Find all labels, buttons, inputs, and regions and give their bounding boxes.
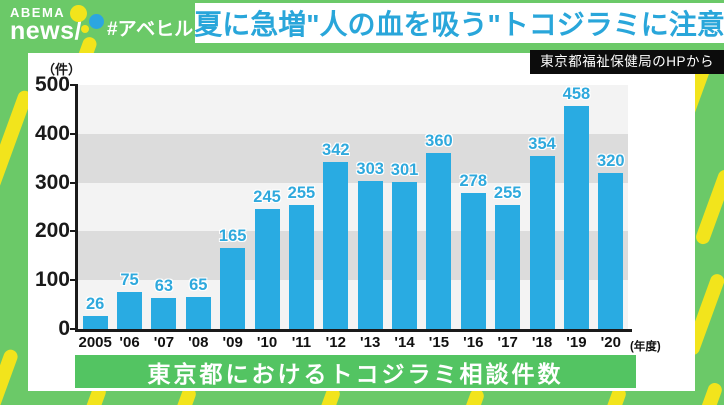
y-axis-labels: 0 100 200 300 400 500: [28, 74, 76, 340]
bar-value-label: 75: [120, 271, 139, 290]
x-tick-label: '16: [463, 334, 484, 351]
bar-value-label: 320: [597, 151, 625, 170]
headline-banner: 夏に急増"人の血を吸う"トコジラミに注意: [194, 3, 724, 43]
program-hashtag: #アベヒル: [107, 19, 194, 40]
y-tick-mark: [70, 279, 76, 282]
x-axis-line: [75, 329, 632, 332]
x-tick-label: '09: [222, 334, 243, 351]
headline-text: 夏に急増"人の血を吸う"トコジラミに注意: [194, 9, 724, 40]
x-tick-label: '07: [153, 334, 175, 351]
bar-value-label: 458: [562, 84, 591, 103]
y-tick-mark: [70, 132, 76, 135]
bar-'17: [495, 204, 521, 329]
logo-dot-blue-icon: [89, 14, 104, 29]
y-tick-label: 0: [58, 317, 70, 340]
y-tick-label: 100: [34, 268, 70, 292]
bar-value-label: 303: [356, 160, 384, 179]
bar-value-label: 26: [86, 295, 105, 314]
bar-'09: [220, 248, 246, 329]
logo-text-news: news/: [10, 17, 82, 45]
x-tick-label: '14: [394, 334, 415, 351]
logo-text-abema: ABEMA: [10, 5, 66, 20]
bar-value-label: 63: [154, 277, 174, 296]
bar-value-label: 354: [528, 135, 556, 154]
x-tick-label: '12: [325, 334, 346, 351]
plot-band: [78, 85, 628, 134]
x-tick-label: '08: [188, 334, 209, 351]
bar-'12: [323, 162, 349, 329]
bar-value-label: 278: [459, 172, 488, 191]
bar-'07: [151, 298, 177, 329]
bg-stripe: [694, 381, 724, 405]
x-tick-label: 2005: [78, 334, 112, 351]
bar-'08: [185, 297, 211, 329]
bar-value-label: 301: [390, 161, 419, 180]
x-tick-label: '15: [428, 334, 450, 351]
bar-'13: [357, 181, 383, 329]
bar-value-label: 360: [425, 132, 453, 151]
bar-'19: [563, 105, 589, 329]
y-tick-label: 200: [34, 219, 70, 243]
bar-'15: [426, 153, 452, 329]
y-axis-unit-label: （件）: [42, 62, 82, 77]
logo-dot-small-icon: [81, 25, 89, 33]
x-axis-labels: (年度) 2005 '06 '07 '08 '09 '10 '11 '12 '13 '14 '15 '…: [78, 334, 688, 354]
chart-title-band: 東京都におけるトコジラミ相談件数: [75, 355, 636, 388]
y-tick-mark: [70, 328, 76, 330]
x-tick-label: '11: [291, 334, 312, 351]
plot-area: 26 75 63 65 165 245 255 342 303 301 360 278 255 354 45…: [78, 85, 628, 329]
bar-'11: [288, 204, 314, 329]
x-tick-label: '06: [119, 334, 140, 351]
y-axis-line: [75, 84, 78, 332]
bar-'20: [598, 172, 624, 329]
bg-stripe: [694, 167, 724, 247]
x-tick-label: '19: [566, 334, 587, 351]
x-tick-label: '10: [256, 334, 278, 351]
y-tick-label: 300: [34, 170, 70, 194]
x-axis-suffix-label: (年度): [630, 341, 661, 353]
x-tick-label: '13: [360, 334, 381, 351]
x-tick-label: '17: [497, 334, 518, 351]
bar-'10: [254, 209, 280, 329]
bar-value-label: 255: [287, 183, 316, 202]
logo-dot-yellow-icon: [70, 5, 87, 22]
bar-value-label: 245: [253, 188, 281, 207]
bar-value-label: 255: [493, 183, 522, 202]
bg-stripe: [0, 347, 20, 405]
y-tick-mark: [70, 230, 76, 233]
bar-2005: [82, 316, 108, 329]
bar-value-label: 65: [189, 276, 208, 295]
abema-news-logo: ABEMA news/: [10, 5, 104, 46]
x-tick-label: '20: [600, 334, 621, 351]
bar-'16: [460, 193, 486, 329]
bar-value-label: 165: [218, 227, 247, 246]
y-tick-label: 400: [34, 121, 70, 145]
chart-title-text: 東京都におけるトコジラミ相談件数: [147, 360, 564, 387]
y-tick-mark: [70, 181, 76, 184]
source-attribution: 東京都福祉保健局のHPから: [530, 50, 724, 74]
x-tick-label: '18: [531, 334, 553, 351]
bar-'14: [392, 182, 418, 329]
chart-panel: （件） 0 100 200 300 400 500 26 75 63 65 165 245 255 34…: [28, 53, 695, 391]
y-tick-label: 500: [34, 73, 70, 96]
bar-'18: [529, 156, 555, 329]
bar-value-label: 342: [322, 141, 350, 160]
y-tick-mark: [70, 84, 76, 86]
bar-'06: [117, 292, 143, 329]
